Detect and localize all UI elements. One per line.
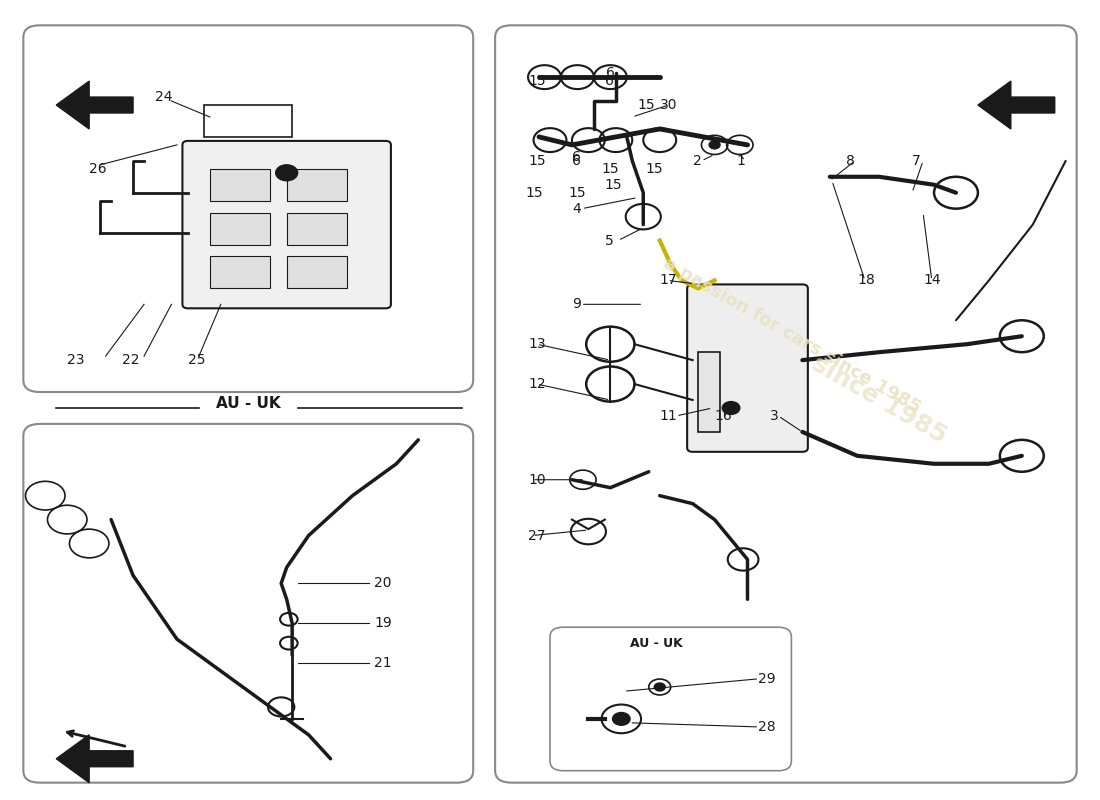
Text: 30: 30	[660, 98, 678, 112]
Text: 15: 15	[605, 178, 623, 192]
Text: 12: 12	[528, 377, 546, 391]
Circle shape	[276, 165, 298, 181]
Text: 19: 19	[374, 616, 393, 630]
Text: 15: 15	[528, 154, 546, 168]
Text: 10: 10	[528, 473, 546, 486]
Bar	[205, 105, 293, 137]
Polygon shape	[978, 81, 1055, 129]
Text: 6: 6	[572, 150, 581, 164]
Text: 20: 20	[374, 576, 392, 590]
Text: 18: 18	[857, 274, 874, 287]
Text: AU - UK: AU - UK	[630, 637, 683, 650]
FancyBboxPatch shape	[550, 627, 791, 770]
Text: 22: 22	[122, 353, 140, 367]
Text: 14: 14	[923, 274, 940, 287]
Circle shape	[723, 402, 740, 414]
FancyBboxPatch shape	[688, 285, 807, 452]
Text: 13: 13	[528, 337, 546, 351]
Text: 6: 6	[572, 154, 581, 168]
Text: 23: 23	[67, 353, 85, 367]
Text: 7: 7	[912, 154, 921, 168]
Text: 6: 6	[605, 74, 614, 88]
Bar	[287, 169, 346, 201]
Text: since 1985: since 1985	[807, 352, 950, 448]
FancyBboxPatch shape	[23, 26, 473, 392]
Text: 15: 15	[602, 162, 619, 176]
Text: 9: 9	[572, 298, 581, 311]
Circle shape	[654, 683, 666, 691]
Text: 1: 1	[737, 154, 746, 168]
Circle shape	[710, 141, 720, 149]
Text: 17: 17	[660, 274, 678, 287]
Polygon shape	[56, 735, 133, 782]
Text: 29: 29	[759, 672, 777, 686]
Bar	[698, 352, 720, 432]
Text: 25: 25	[188, 353, 206, 367]
Bar	[210, 213, 271, 245]
FancyBboxPatch shape	[183, 141, 390, 308]
Circle shape	[613, 713, 630, 726]
Text: 26: 26	[89, 162, 107, 176]
FancyBboxPatch shape	[23, 424, 473, 782]
FancyBboxPatch shape	[495, 26, 1077, 782]
Text: 4: 4	[572, 202, 581, 216]
Text: 2: 2	[693, 154, 702, 168]
Text: 3: 3	[769, 409, 778, 423]
Text: 21: 21	[374, 656, 392, 670]
Polygon shape	[56, 81, 133, 129]
Text: 16: 16	[715, 409, 733, 423]
Text: 15: 15	[646, 162, 663, 176]
Bar	[210, 169, 271, 201]
Text: 8: 8	[846, 154, 855, 168]
Text: 24: 24	[155, 90, 173, 104]
Bar	[287, 257, 346, 288]
Text: 15: 15	[638, 98, 656, 112]
Text: 28: 28	[759, 720, 777, 734]
Text: 15: 15	[526, 186, 543, 200]
Text: 27: 27	[528, 529, 546, 542]
Text: AU - UK: AU - UK	[216, 397, 280, 411]
Text: 15: 15	[569, 186, 586, 200]
Text: 11: 11	[660, 409, 678, 423]
Text: 6: 6	[606, 66, 615, 80]
Bar	[210, 257, 271, 288]
Bar	[287, 213, 346, 245]
Text: 15: 15	[528, 74, 546, 88]
Text: a passion for cars since 1985: a passion for cars since 1985	[660, 255, 923, 418]
Text: 5: 5	[605, 234, 614, 247]
